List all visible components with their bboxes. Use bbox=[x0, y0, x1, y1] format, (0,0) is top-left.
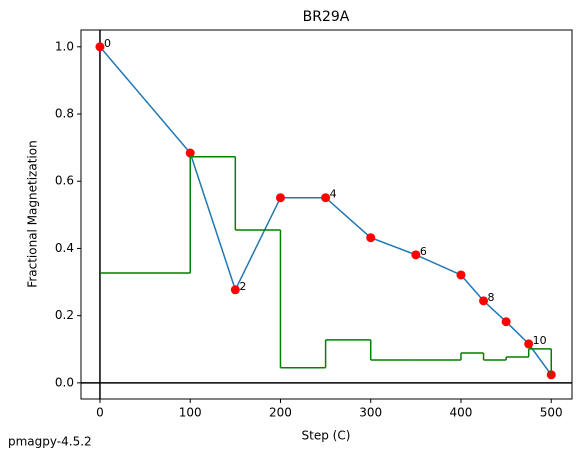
point-label: 6 bbox=[420, 245, 427, 258]
data-point bbox=[275, 193, 285, 203]
x-axis-label: Step (C) bbox=[302, 429, 351, 443]
data-point bbox=[230, 285, 240, 295]
y-tick-label: 0.0 bbox=[55, 375, 74, 389]
y-tick-label: 0.2 bbox=[55, 308, 74, 322]
x-tick-label: 500 bbox=[540, 406, 563, 420]
data-point bbox=[501, 317, 511, 327]
data-point bbox=[366, 233, 376, 243]
data-point bbox=[321, 193, 331, 203]
y-tick-label: 0.4 bbox=[55, 241, 74, 255]
x-tick-label: 0 bbox=[96, 406, 104, 420]
data-point bbox=[95, 42, 105, 52]
x-tick-label: 400 bbox=[450, 406, 473, 420]
data-point bbox=[524, 339, 534, 349]
point-label: 0 bbox=[104, 37, 111, 50]
y-axis-label: Fractional Magnetization bbox=[26, 140, 40, 287]
footer: pmagpy-4.5.2 bbox=[8, 435, 92, 449]
point-label: 10 bbox=[533, 334, 547, 347]
x-tick-label: 300 bbox=[359, 406, 382, 420]
y-tick-label: 0.6 bbox=[55, 174, 74, 188]
x-tick-label: 100 bbox=[179, 406, 202, 420]
plot-frame bbox=[80, 29, 573, 400]
chart-title: BR29A bbox=[303, 9, 350, 25]
data-point bbox=[456, 270, 466, 280]
data-point bbox=[479, 296, 489, 306]
x-tick-label: 200 bbox=[269, 406, 292, 420]
data-point bbox=[411, 250, 421, 260]
y-tick-label: 1.0 bbox=[55, 39, 74, 53]
point-label: 8 bbox=[488, 291, 495, 304]
point-label: 2 bbox=[239, 280, 246, 293]
point-label: 4 bbox=[330, 188, 337, 201]
y-tick-label: 0.8 bbox=[55, 107, 74, 121]
data-point bbox=[185, 148, 195, 158]
data-line bbox=[99, 46, 552, 376]
